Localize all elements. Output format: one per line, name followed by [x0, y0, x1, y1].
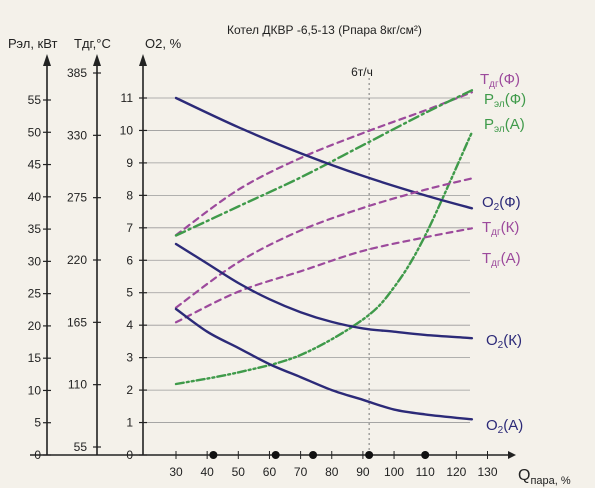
series-line	[174, 307, 474, 421]
p-tick-label: 25	[28, 287, 42, 301]
series-label: Рэл(Ф)	[484, 91, 526, 110]
o2-tick-label: 7	[126, 221, 133, 235]
t-tick-label: 385	[67, 66, 87, 80]
series-label: O2(А)	[486, 417, 523, 436]
x-marker-dot	[209, 451, 218, 459]
x-marker-dot	[271, 451, 280, 459]
x-tick-label: 130	[477, 465, 497, 479]
p-tick-label: 30	[28, 254, 42, 268]
x-axis-arrow	[508, 451, 516, 459]
labels: 6т/ч Рэл, кВт Тдг,°С O2, % Котел ДКВР -6,5-1…	[8, 23, 571, 487]
p-tick-label: 35	[28, 222, 42, 236]
x-tick-label: 30	[169, 465, 183, 479]
t-tick-label: 275	[67, 191, 87, 205]
series-line	[174, 242, 474, 340]
o2-tick-label: 0	[126, 448, 133, 462]
p-axis-title: Рэл, кВт	[8, 36, 57, 51]
p-tick-label: 20	[28, 319, 42, 333]
series-lines	[174, 89, 474, 421]
p-tick-label: 45	[28, 158, 42, 172]
p-tick-label: 0	[34, 448, 41, 462]
p-tick-label: 10	[28, 383, 42, 397]
t-tick-label: 165	[67, 315, 87, 329]
t-axis-title: Тдг,°С	[74, 36, 111, 51]
x-tick-label: 110	[416, 465, 435, 479]
series-label: Тдг(Ф)	[480, 71, 520, 90]
o2-tick-label: 8	[126, 188, 133, 202]
o2-tick-label: 11	[121, 91, 134, 105]
x-marker-dot	[309, 451, 318, 459]
x-marker-dot	[365, 451, 374, 459]
chart-title: Котел ДКВР -6,5-13 (Рпара 8кг/см²)	[227, 23, 422, 37]
o2-tick-label: 3	[126, 351, 133, 365]
series-label: O2(Ф)	[482, 194, 521, 213]
o2-tick-label: 1	[126, 416, 133, 430]
p-tick-label: 50	[28, 125, 42, 139]
series-line	[174, 227, 473, 324]
t-tick-label: 330	[67, 128, 87, 142]
series-label: Тдг(А)	[482, 250, 521, 269]
x-axis-title: Qпара, %	[518, 467, 571, 487]
x-tick-label: 100	[384, 465, 404, 479]
x-tick-label: 120	[446, 465, 466, 479]
axes	[30, 54, 516, 459]
x-tick-label: 40	[200, 465, 214, 479]
o2-tick-label: 10	[120, 123, 134, 137]
p-tick-label: 15	[28, 351, 42, 365]
series-line	[174, 131, 474, 386]
o2-axis-arrow	[139, 54, 147, 66]
p-tick-label: 40	[28, 190, 42, 204]
t-axis-arrow	[93, 54, 101, 66]
p-axis-arrow	[43, 54, 51, 66]
o2-tick-label: 6	[126, 253, 133, 267]
o2-axis-title: O2, %	[145, 36, 182, 51]
x-marker-dot	[421, 451, 430, 459]
grid	[143, 78, 470, 455]
series-label: O2(К)	[486, 332, 522, 351]
annotation-label: 6т/ч	[351, 65, 373, 79]
t-tick-label: 55	[74, 440, 88, 454]
o2-tick-label: 9	[126, 156, 133, 170]
o2-tick-label: 5	[126, 286, 133, 300]
series-line	[174, 91, 473, 237]
x-tick-label: 60	[263, 465, 277, 479]
series-label: Тдг(К)	[482, 219, 519, 238]
x-marker-dots	[209, 451, 430, 459]
x-tick-label: 90	[356, 465, 370, 479]
x-tick-label: 80	[325, 465, 339, 479]
t-tick-label: 110	[68, 378, 87, 392]
p-tick-label: 55	[28, 93, 42, 107]
o2-tick-label: 4	[126, 318, 133, 332]
p-tick-label: 5	[34, 416, 41, 430]
series-label: Рэл(А)	[484, 116, 525, 135]
series-line	[174, 177, 473, 309]
o2-tick-label: 2	[126, 383, 133, 397]
t-tick-label: 220	[67, 253, 87, 267]
x-tick-label: 70	[294, 465, 308, 479]
x-tick-label: 50	[232, 465, 246, 479]
series-line	[174, 96, 474, 210]
